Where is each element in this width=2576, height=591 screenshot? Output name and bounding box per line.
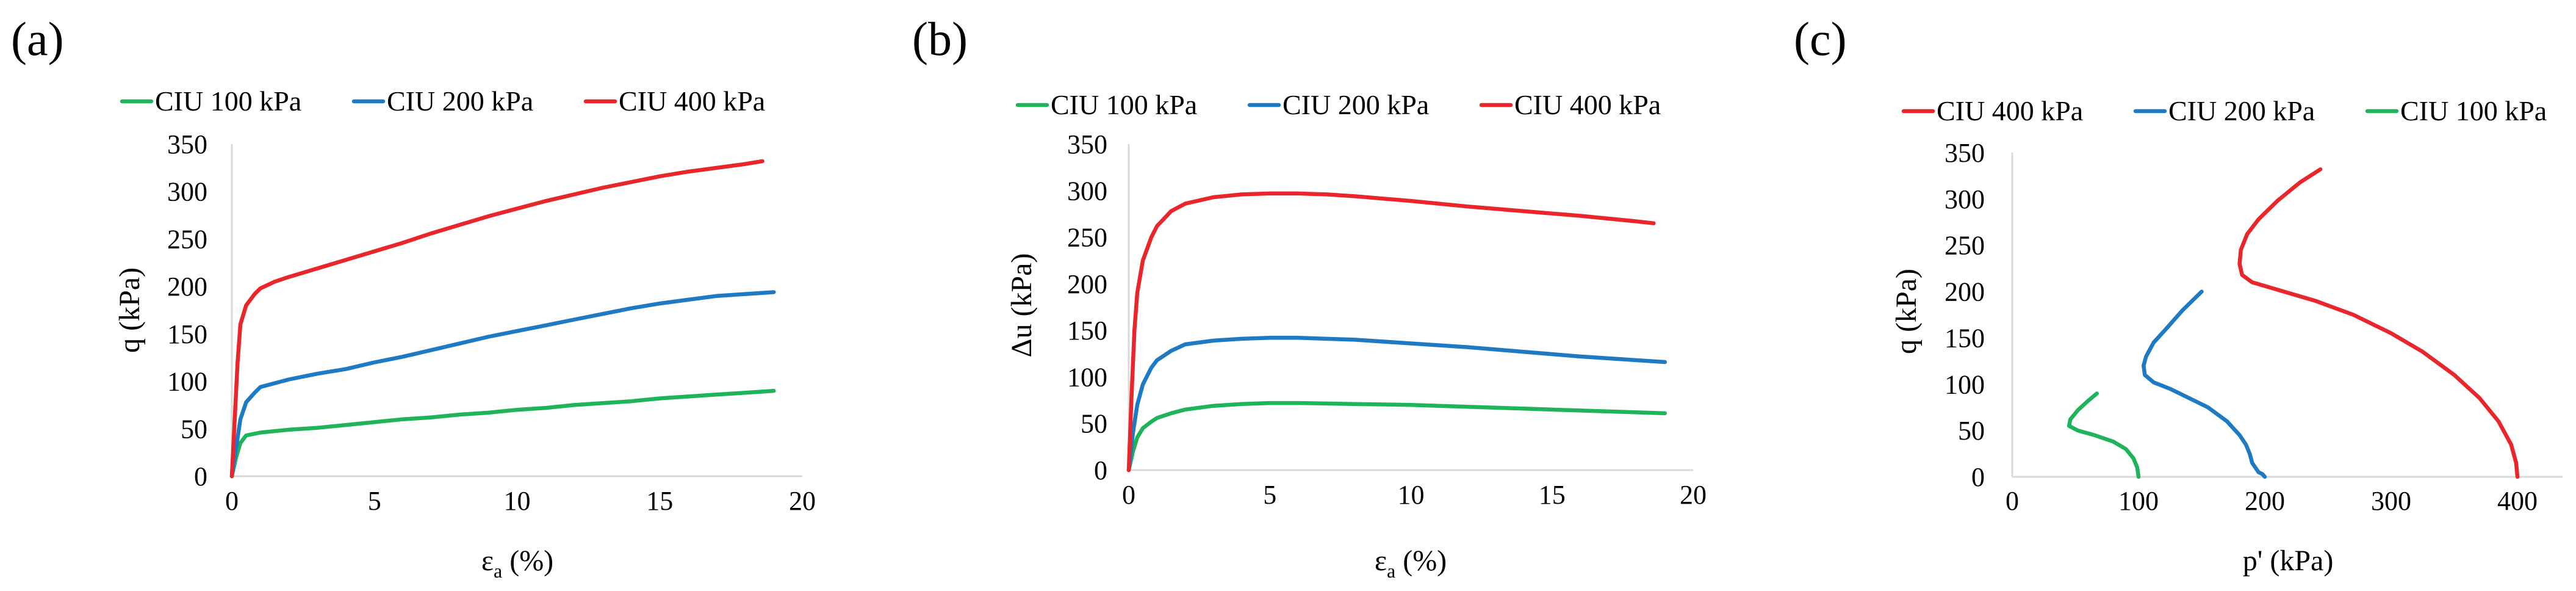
panel-c-legend: CIU 400 kPa CIU 200 kPa CIU 100 kPa [1901, 95, 2547, 126]
panel-a-x-title-main: ε [481, 545, 494, 577]
panel-b-y-tick-4: 200 [1067, 269, 1107, 299]
panel-c-x-tick-2: 200 [2245, 486, 2285, 516]
panel-a-series-green-line [229, 388, 776, 479]
legend-c-label-0: CIU 400 kPa [1937, 95, 2083, 126]
panel-b-x-title-rest: (%) [1395, 545, 1447, 577]
panel-b-x-title-main: ε [1375, 545, 1387, 577]
panel-b-x-title: εa (%) [1375, 545, 1447, 582]
panel-a-series [229, 159, 776, 479]
panel-c-y-tick-6: 300 [1945, 184, 1985, 214]
panel-c-y-tick-5: 250 [1945, 231, 1985, 261]
panel-c-x-tick-4: 400 [2497, 486, 2538, 516]
panel-a-x-tick-2: 10 [504, 486, 531, 516]
panel-c-y-tick-7: 350 [1945, 138, 1985, 168]
legend-b-label-0: CIU 100 kPa [1051, 89, 1197, 120]
legend-c-label-1: CIU 200 kPa [2168, 95, 2315, 126]
panel-c-series-red-line [2237, 167, 2520, 479]
panel-c-y-tick-2: 100 [1945, 369, 1985, 399]
legend-a-label-2: CIU 400 kPa [619, 85, 765, 117]
panel-b-y-ticks: 0 50 100 150 200 250 300 350 [1067, 129, 1107, 485]
panel-b-series-red-line [1126, 191, 1656, 473]
panel-b-y-title: Δu (kPa) [1006, 253, 1038, 358]
panel-c: (c) CIU 400 kPa CIU 200 kPa CIU 100 kPa … [1794, 12, 2563, 577]
panel-b-x-tick-2: 10 [1398, 480, 1425, 510]
panel-b-legend: CIU 100 kPa CIU 200 kPa CIU 400 kPa [1015, 89, 1661, 120]
panel-b-x-ticks: 0 5 10 15 20 [1122, 480, 1707, 510]
panel-c-y-title: q (kPa) [1890, 269, 1923, 354]
panel-a-y-tick-0: 0 [194, 462, 207, 491]
panel-a-x-title: εa (%) [481, 545, 553, 582]
panel-a-y-tick-2: 100 [167, 367, 207, 397]
panel-c-series-blue-line [2142, 289, 2267, 479]
panel-b-y-tick-2: 100 [1067, 362, 1107, 392]
panel-a: (a) CIU 100 kPa CIU 200 kPa CIU 400 kPa … [11, 12, 816, 582]
panel-c-x-tick-1: 100 [2118, 486, 2159, 516]
panel-a-y-tick-1: 50 [181, 414, 207, 444]
panel-c-y-ticks: 0 50 100 150 200 250 300 350 [1945, 138, 1985, 492]
panel-c-y-tick-3: 150 [1945, 323, 1985, 353]
legend-b-label-1: CIU 200 kPa [1283, 89, 1429, 120]
panel-c-y-tick-0: 0 [1971, 462, 1985, 492]
panel-b-y-tick-7: 350 [1067, 129, 1107, 159]
panel-b-series-blue-line [1126, 336, 1668, 473]
panel-c-x-title: p' (kPa) [2243, 545, 2334, 577]
panel-a-x-tick-4: 20 [789, 486, 816, 516]
panel-b-y-tick-6: 300 [1067, 176, 1107, 206]
panel-a-legend: CIU 100 kPa CIU 200 kPa CIU 400 kPa [120, 85, 765, 117]
panel-b-x-tick-1: 5 [1263, 480, 1276, 510]
panel-c-x-tick-0: 0 [2006, 486, 2019, 516]
panel-c-series-green-line [2067, 391, 2141, 479]
panel-c-series [2067, 167, 2520, 479]
panel-b-label: (b) [912, 12, 968, 65]
panel-a-y-tick-6: 300 [167, 177, 207, 207]
panel-b-y-tick-1: 50 [1081, 409, 1107, 439]
panel-c-x-tick-3: 300 [2371, 486, 2411, 516]
panel-c-x-ticks: 0 100 200 300 400 [2006, 486, 2538, 516]
panel-a-x-title-sub: a [494, 560, 502, 582]
panel-b: (b) CIU 100 kPa CIU 200 kPa CIU 400 kPa … [912, 12, 1707, 582]
panel-a-x-tick-1: 5 [368, 486, 381, 516]
panel-a-y-tick-7: 350 [167, 129, 207, 159]
panel-b-series-green-line [1126, 401, 1668, 473]
panel-a-y-tick-5: 250 [167, 224, 207, 254]
panel-c-label: (c) [1794, 12, 1847, 65]
panel-a-x-title-rest: (%) [502, 545, 553, 577]
panel-a-x-ticks: 0 5 10 15 20 [225, 486, 816, 516]
panel-a-series-blue-line [229, 290, 776, 479]
panel-a-x-tick-3: 15 [646, 486, 673, 516]
legend-a-label-0: CIU 100 kPa [155, 85, 301, 117]
panel-b-y-tick-3: 150 [1067, 316, 1107, 346]
panel-b-series [1126, 191, 1668, 473]
panel-b-x-tick-3: 15 [1539, 480, 1566, 510]
panel-b-x-title-sub: a [1387, 560, 1395, 582]
panel-c-y-tick-4: 200 [1945, 277, 1985, 307]
panel-a-y-tick-3: 150 [167, 319, 207, 349]
panel-a-series-red-line [229, 159, 765, 479]
panel-b-y-tick-5: 250 [1067, 223, 1107, 253]
panel-a-y-tick-4: 200 [167, 272, 207, 302]
panel-b-x-tick-4: 20 [1680, 480, 1707, 510]
panel-a-y-title: q (kPa) [113, 267, 146, 353]
legend-a-label-1: CIU 200 kPa [387, 85, 533, 117]
panel-a-label: (a) [11, 12, 64, 65]
panel-a-x-tick-0: 0 [225, 486, 239, 516]
legend-b-label-2: CIU 400 kPa [1514, 89, 1661, 120]
legend-c-label-2: CIU 100 kPa [2400, 95, 2547, 126]
panel-a-y-ticks: 0 50 100 150 200 250 300 350 [167, 129, 207, 491]
panel-b-y-tick-0: 0 [1094, 455, 1107, 485]
panel-b-x-tick-0: 0 [1122, 480, 1135, 510]
panel-c-y-tick-1: 50 [1958, 416, 1985, 446]
